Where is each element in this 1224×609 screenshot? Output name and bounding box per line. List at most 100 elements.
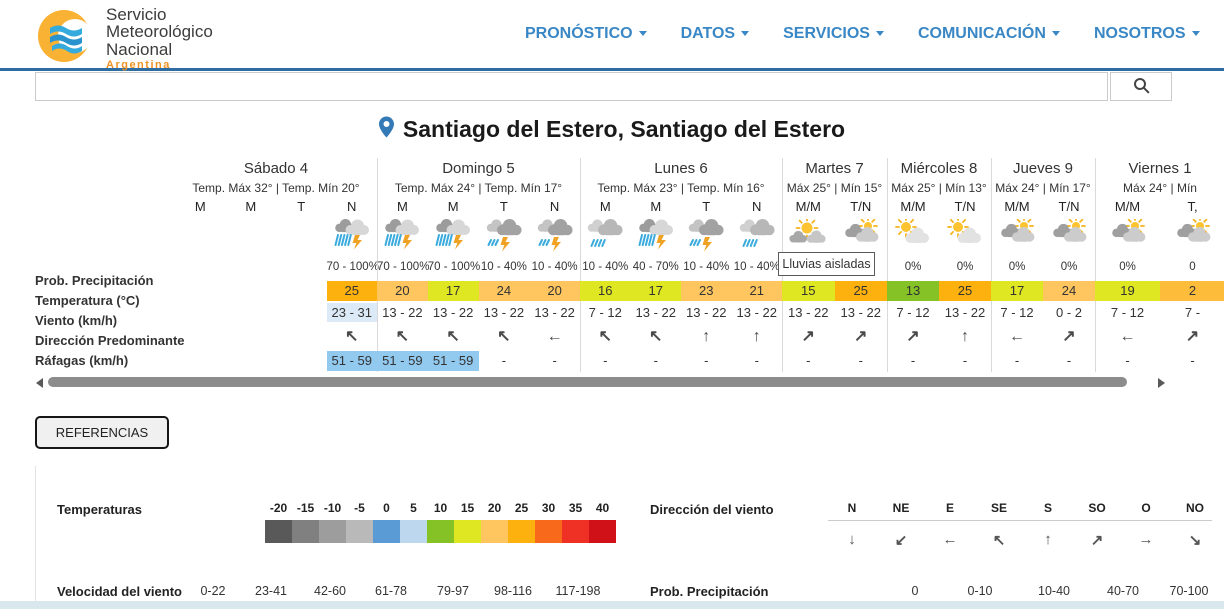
period-label: M <box>245 199 257 214</box>
cloud-sun-icon[interactable] <box>841 216 881 253</box>
temperaturas-label: Temperaturas <box>57 502 143 517</box>
search-button[interactable] <box>1110 72 1172 101</box>
wind-dir-arrow: ↘ <box>1188 532 1202 549</box>
day-temp-range: Máx 24° | Mín 17° <box>995 181 1091 195</box>
precip-prob-range: 40-70 <box>1107 584 1139 598</box>
day-name: Jueves 9 <box>1012 160 1074 177</box>
wind-dir-arrow: ↓ <box>848 531 856 548</box>
prob-precipitacion-ref-label: Prob. Precipitación <box>650 584 769 599</box>
temp-value: 15 <box>782 281 835 301</box>
nav-item-nosotros[interactable]: NOSOTROS <box>1094 25 1200 43</box>
direccion-viento-label: Dirección del viento <box>650 502 774 517</box>
nav-item-comunicación[interactable]: COMUNICACIÓN <box>918 25 1060 43</box>
gust-value: - <box>501 353 507 368</box>
wind-value: 13 - 22 <box>432 305 474 320</box>
day-separator <box>580 158 581 372</box>
cloud-sun-icon[interactable] <box>1173 216 1213 253</box>
site-header: Servicio Meteorológico Nacional Argentin… <box>0 0 1224 71</box>
logo-line-2: Meteorológico <box>106 22 213 42</box>
rain-bolt-icon[interactable] <box>484 219 524 253</box>
temp-value: 13 <box>887 281 939 301</box>
wind-direction-arrow: ↖ <box>395 328 410 345</box>
velocidad-viento-label: Velocidad del viento <box>57 584 182 599</box>
precip-prob-range: 0-10 <box>967 584 993 598</box>
prob-value: 10 - 40% <box>531 261 578 273</box>
period-label: N <box>752 199 762 214</box>
wind-value: 13 - 22 <box>944 305 986 320</box>
wind-direction-arrow: ↗ <box>854 328 868 345</box>
forecast-row-label: Temperatura (°C) <box>35 293 140 308</box>
wind-dir-name: E <box>945 501 954 515</box>
precip-prob-range: 70-100 <box>1169 584 1209 598</box>
temp-scale-tick: 5 <box>410 501 417 515</box>
smn-logo[interactable]: Servicio Meteorológico Nacional Argentin… <box>36 6 213 71</box>
wind-value: 7 - 12 <box>1000 305 1034 320</box>
period-label: M <box>599 199 611 214</box>
sun-cloud-icon[interactable] <box>945 216 985 253</box>
temp-value: 23 <box>681 281 732 301</box>
temp-value: 16 <box>580 281 631 301</box>
gust-value: 51 - 59 <box>377 351 428 371</box>
nav-item-servicios[interactable]: SERVICIOS <box>783 25 884 43</box>
wind-direction-arrow: ↗ <box>906 328 920 345</box>
prob-value: 0% <box>956 261 974 273</box>
main-nav: PRONÓSTICO DATOS SERVICIOS COMUNICACIÓN NOSO… <box>525 0 1200 68</box>
temp-scale-tick: 15 <box>460 501 475 515</box>
sun-clouds-icon[interactable] <box>788 216 828 253</box>
period-label: M <box>650 199 662 214</box>
sun-cloud-icon[interactable] <box>893 216 933 253</box>
cloud-sun-icon[interactable] <box>997 216 1037 253</box>
period-label: T/N <box>1058 199 1080 214</box>
wind-value: 7 - <box>1184 305 1201 320</box>
scroll-left-arrow[interactable] <box>36 378 43 388</box>
day-separator <box>887 158 888 372</box>
prob-value: 0 <box>1189 261 1196 273</box>
gust-value: - <box>806 353 811 368</box>
nav-item-pronóstico[interactable]: PRONÓSTICO <box>525 25 647 43</box>
cloud-sun-icon[interactable] <box>1108 216 1148 253</box>
logo-line-3: Nacional <box>106 39 173 59</box>
wind-speed-range: 79-97 <box>437 584 469 598</box>
wind-dir-name: SE <box>990 501 1007 515</box>
prob-value: 0% <box>1008 261 1026 273</box>
cloud-sun-icon[interactable] <box>1049 216 1089 253</box>
temp-scale-tick: 35 <box>568 501 583 515</box>
gust-value: 51 - 59 <box>326 351 377 371</box>
wind-speed-range: 0-22 <box>200 584 226 598</box>
period-label: M/M <box>900 199 926 214</box>
temp-scale-cell <box>427 520 454 543</box>
temp-scale-tick: 20 <box>487 501 502 515</box>
day-separator <box>1095 158 1096 372</box>
chevron-down-icon <box>875 31 884 37</box>
temp-scale-tick: 10 <box>433 501 448 515</box>
location-title-row: Santiago del Estero, Santiago del Estero <box>0 116 1224 143</box>
wind-dir-arrow: ↑ <box>1044 531 1052 548</box>
temp-value: 2 <box>1160 281 1224 301</box>
temp-value: 25 <box>939 281 991 301</box>
horizontal-scrollbar[interactable] <box>48 377 1127 387</box>
rain-bolt-icon[interactable] <box>686 219 726 253</box>
search-input[interactable] <box>35 72 1108 101</box>
wind-value: 13 - 22 <box>382 305 423 320</box>
referencias-button[interactable]: REFERENCIAS <box>35 416 169 449</box>
gust-value: - <box>552 353 557 368</box>
rain-icon[interactable] <box>737 219 777 253</box>
storm-icon[interactable] <box>433 218 473 253</box>
weather-tooltip: Lluvias aisladas <box>778 252 875 276</box>
scroll-right-arrow[interactable] <box>1158 378 1165 388</box>
nav-item-datos[interactable]: DATOS <box>681 25 750 43</box>
temp-value: 17 <box>991 281 1043 301</box>
period-label: T, <box>1187 199 1198 214</box>
wind-value: 0 - 2 <box>1055 305 1082 320</box>
temp-value: 24 <box>1043 281 1095 301</box>
rain-bolt-icon[interactable] <box>535 219 575 253</box>
storm-icon[interactable] <box>382 218 422 253</box>
temp-scale-cell <box>400 520 427 543</box>
storm-icon[interactable] <box>332 218 372 253</box>
wind-dir-name: N <box>847 501 857 515</box>
temp-value: 19 <box>1095 281 1160 301</box>
chevron-down-icon <box>638 31 647 37</box>
wind-speed-range: 117-198 <box>555 584 601 598</box>
storm-icon[interactable] <box>636 218 676 253</box>
rain-icon[interactable] <box>585 219 625 253</box>
